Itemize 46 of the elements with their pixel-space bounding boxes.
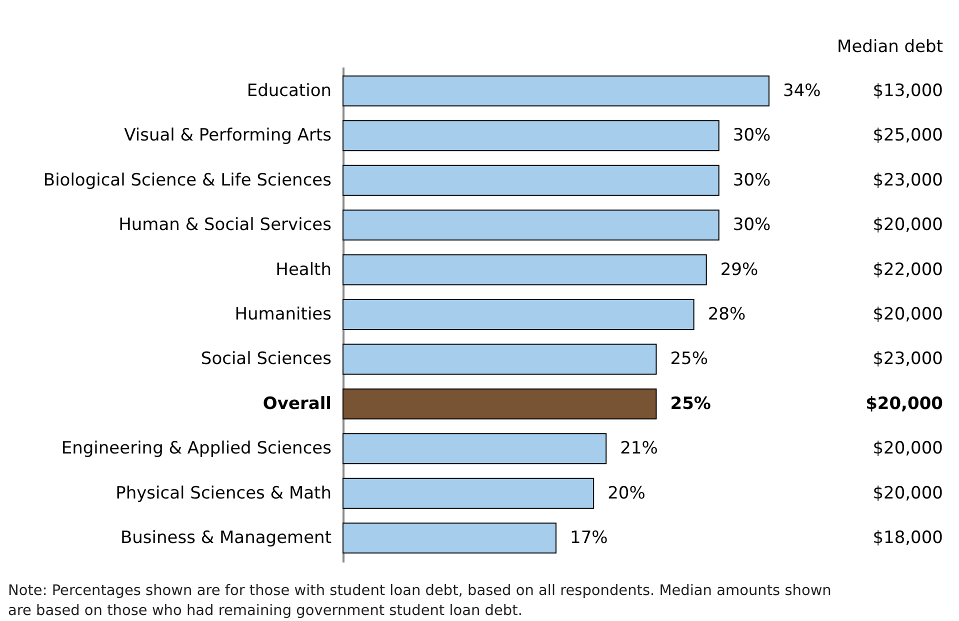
y-tick-label: Health bbox=[276, 260, 332, 280]
data-label: 25% bbox=[670, 394, 711, 414]
y-tick-label: Visual & Performing Arts bbox=[124, 126, 332, 146]
data-label: 21% bbox=[620, 438, 658, 459]
text: $20,000 bbox=[872, 483, 943, 504]
bar bbox=[342, 388, 657, 420]
y-tick-label: Physical Sciences & Math bbox=[116, 483, 332, 504]
data-label: 30% bbox=[732, 215, 771, 236]
data-label: 30% bbox=[732, 126, 771, 146]
bar bbox=[342, 344, 657, 375]
data-label: 29% bbox=[720, 260, 758, 280]
y-tick-label: Humanities bbox=[234, 304, 332, 324]
text: Note: Percentages shown are for those with student loan debt, based on all respondents. Median amounts shown are based on those who had remaining government student loan debt. bbox=[8, 583, 832, 619]
data-label: 17% bbox=[570, 528, 608, 548]
data-label: 28% bbox=[708, 304, 746, 324]
text: $20,000 bbox=[872, 215, 943, 236]
y-tick-label: Business & Management bbox=[120, 528, 332, 548]
text: $20,000 bbox=[866, 394, 944, 414]
bar bbox=[342, 120, 720, 152]
bar bbox=[342, 75, 770, 106]
text: $23,000 bbox=[872, 349, 943, 370]
text: $23,000 bbox=[872, 170, 943, 190]
data-label: 34% bbox=[783, 80, 821, 101]
text: $25,000 bbox=[872, 126, 943, 146]
y-tick-label: Engineering & Applied Sciences bbox=[61, 438, 332, 459]
y-tick-label: Overall bbox=[262, 394, 332, 414]
text: $18,000 bbox=[872, 528, 943, 548]
data-label: 25% bbox=[670, 349, 708, 370]
text: Median debt bbox=[837, 37, 944, 57]
bar bbox=[342, 210, 720, 241]
y-tick-label: Human & Social Services bbox=[118, 215, 332, 236]
text: $13,000 bbox=[872, 80, 943, 101]
bar bbox=[342, 433, 607, 464]
text: $20,000 bbox=[872, 304, 943, 324]
bar bbox=[342, 164, 720, 196]
text: $20,000 bbox=[872, 438, 943, 459]
text: $22,000 bbox=[872, 260, 943, 280]
data-label: 30% bbox=[732, 170, 771, 190]
bar bbox=[342, 299, 694, 330]
data-label: 20% bbox=[608, 483, 646, 504]
bar bbox=[342, 478, 594, 509]
y-tick-label: Biological Science & Life Sciences bbox=[43, 170, 332, 190]
y-tick-label: Education bbox=[246, 80, 332, 101]
y-tick-label: Social Sciences bbox=[200, 349, 332, 370]
bar bbox=[342, 522, 556, 554]
bar bbox=[342, 254, 707, 286]
